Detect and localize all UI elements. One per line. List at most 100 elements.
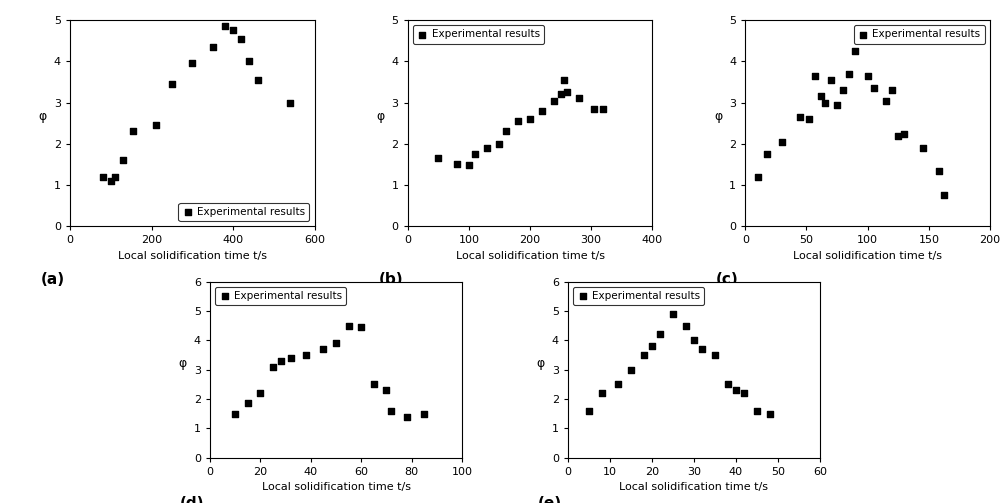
Y-axis label: φ: φ — [537, 357, 545, 370]
Experimental results — [571, 95, 587, 103]
Experimental results — [829, 101, 845, 109]
Experimental results — [896, 130, 912, 138]
Experimental results — [878, 97, 894, 105]
X-axis label: Local solidification time t/s: Local solidification time t/s — [456, 251, 604, 261]
Experimental results — [610, 380, 626, 388]
Experimental results — [686, 337, 702, 345]
Experimental results — [184, 59, 200, 67]
Experimental results — [240, 399, 256, 407]
Experimental results — [694, 345, 710, 353]
Experimental results — [801, 115, 817, 123]
Text: (d): (d) — [180, 496, 204, 503]
Experimental results — [283, 354, 299, 362]
Experimental results — [95, 173, 111, 181]
Experimental results — [341, 322, 357, 330]
Experimental results — [936, 191, 952, 199]
Experimental results — [479, 144, 495, 152]
Experimental results — [115, 156, 131, 164]
Experimental results — [813, 93, 829, 101]
Experimental results — [644, 342, 660, 350]
Experimental results — [233, 35, 249, 43]
Experimental results — [328, 340, 344, 348]
Experimental results — [107, 173, 123, 181]
Experimental results — [241, 57, 257, 65]
Experimental results — [707, 351, 723, 359]
Experimental results — [623, 366, 639, 374]
Legend: Experimental results: Experimental results — [413, 25, 544, 44]
Experimental results — [273, 357, 289, 365]
Experimental results — [205, 43, 221, 51]
Legend: Experimental results: Experimental results — [215, 287, 346, 305]
Experimental results — [522, 115, 538, 123]
Experimental results — [383, 407, 399, 415]
Experimental results — [164, 80, 180, 88]
Experimental results — [559, 89, 575, 97]
Experimental results — [315, 345, 331, 353]
Experimental results — [416, 409, 432, 417]
Experimental results — [491, 140, 507, 148]
Experimental results — [762, 409, 778, 417]
Y-axis label: φ: φ — [714, 110, 722, 123]
Experimental results — [227, 409, 243, 417]
Experimental results — [841, 70, 857, 78]
Experimental results — [665, 310, 681, 318]
Experimental results — [652, 330, 668, 339]
Experimental results — [534, 107, 550, 115]
Text: (b): (b) — [378, 272, 403, 287]
Experimental results — [750, 173, 766, 181]
Experimental results — [931, 166, 947, 175]
Text: (c): (c) — [716, 272, 739, 287]
Experimental results — [890, 132, 906, 140]
Experimental results — [250, 76, 266, 84]
X-axis label: Local solidification time t/s: Local solidification time t/s — [793, 251, 942, 261]
Experimental results — [866, 84, 882, 92]
Experimental results — [430, 154, 446, 162]
Experimental results — [399, 412, 415, 421]
Experimental results — [252, 389, 268, 397]
Experimental results — [728, 386, 744, 394]
Experimental results — [792, 113, 808, 121]
Text: (e): (e) — [538, 496, 562, 503]
X-axis label: Local solidification time t/s: Local solidification time t/s — [118, 251, 267, 261]
Text: (a): (a) — [41, 272, 65, 287]
Experimental results — [835, 86, 851, 94]
Experimental results — [546, 97, 562, 105]
Experimental results — [449, 160, 465, 169]
Experimental results — [594, 389, 610, 397]
Experimental results — [556, 76, 572, 84]
Experimental results — [103, 177, 119, 185]
X-axis label: Local solidification time t/s: Local solidification time t/s — [619, 482, 768, 492]
Experimental results — [498, 127, 514, 135]
Legend: Experimental results: Experimental results — [854, 25, 985, 44]
Experimental results — [884, 86, 900, 94]
Experimental results — [467, 150, 483, 158]
Experimental results — [595, 105, 611, 113]
Legend: Experimental results: Experimental results — [178, 203, 309, 221]
Experimental results — [366, 380, 382, 388]
Experimental results — [378, 386, 394, 394]
Experimental results — [720, 380, 736, 388]
X-axis label: Local solidification time t/s: Local solidification time t/s — [262, 482, 411, 492]
Experimental results — [586, 105, 602, 113]
Experimental results — [461, 161, 477, 170]
Experimental results — [749, 407, 765, 415]
Experimental results — [678, 322, 694, 330]
Experimental results — [581, 407, 597, 415]
Experimental results — [807, 72, 823, 80]
Y-axis label: φ: φ — [179, 357, 187, 370]
Experimental results — [298, 351, 314, 359]
Experimental results — [217, 22, 233, 30]
Experimental results — [636, 351, 652, 359]
Y-axis label: φ: φ — [39, 110, 47, 123]
Experimental results — [860, 72, 876, 80]
Experimental results — [847, 47, 863, 55]
Experimental results — [265, 363, 281, 371]
Experimental results — [736, 389, 752, 397]
Experimental results — [148, 121, 164, 129]
Experimental results — [125, 127, 141, 135]
Experimental results — [510, 117, 526, 125]
Experimental results — [225, 27, 241, 35]
Experimental results — [553, 91, 569, 99]
Legend: Experimental results: Experimental results — [573, 287, 704, 305]
Y-axis label: φ: φ — [376, 110, 385, 123]
